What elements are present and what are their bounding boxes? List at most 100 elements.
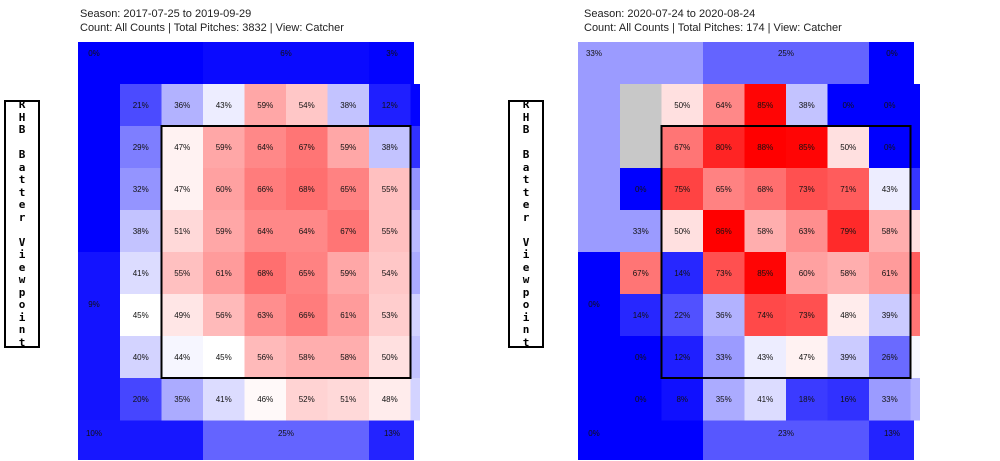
heatmap-cell (827, 252, 870, 295)
heatmap-cell (203, 168, 245, 211)
cell-value-label: 53% (382, 311, 398, 320)
cell-value-label: 35% (716, 395, 732, 404)
heatmap-cell (203, 294, 245, 337)
heatmap-cell (244, 336, 287, 379)
cell-value-label: 40% (133, 353, 149, 362)
cell-value-label: 50% (840, 143, 856, 152)
cell-value-label: 59% (257, 101, 273, 110)
outer-zone-bottom-right (369, 420, 414, 460)
heatmap-cell (869, 336, 911, 379)
heatmap-cell (827, 168, 870, 211)
heatmap-cell (910, 168, 920, 211)
cell-value-label: 18% (799, 395, 815, 404)
heatmap-cell (327, 168, 370, 211)
cell-value-label: 58% (882, 227, 898, 236)
heatmap-cell (161, 252, 204, 295)
cell-value-label: 47% (174, 143, 190, 152)
heatmap-cell (661, 210, 704, 253)
outer-zone-label: 13% (384, 429, 400, 438)
heatmap-cell (869, 168, 911, 211)
heatmap-cell (786, 168, 828, 211)
heatmap-panel-right: Season: 2020-07-24 to 2020-08-24 Count: … (500, 0, 920, 461)
cell-value-label: 0% (635, 185, 647, 194)
heatmap-cell (286, 252, 328, 295)
heatmap-cell (244, 210, 287, 253)
heatmap-cell (786, 294, 828, 337)
cell-value-label: 35% (174, 395, 190, 404)
cell-value-label: 54% (382, 269, 398, 278)
cell-value-label: 36% (174, 101, 190, 110)
heatmap-cell (827, 336, 870, 379)
cell-value-label: 36% (716, 311, 732, 320)
cell-value-label: 67% (299, 143, 315, 152)
outer-zone-left (578, 252, 620, 420)
heatmap-cell (786, 210, 828, 253)
cell-value-label: 59% (340, 143, 356, 152)
heatmap-cell (244, 252, 287, 295)
heatmap-cell (620, 126, 662, 169)
heatmap-cell (744, 168, 787, 211)
heatmap-cell (327, 336, 370, 379)
heatmap-cell (744, 126, 787, 169)
outer-zone-bottom-left (578, 420, 703, 460)
cell-value-label: 65% (716, 185, 732, 194)
heatmap-cell (410, 252, 420, 295)
outer-zone-label: 10% (86, 429, 102, 438)
heatmap-cell (827, 378, 870, 421)
heatmap-cell (410, 294, 420, 337)
cell-value-label: 59% (216, 227, 232, 236)
cell-value-label: 68% (257, 269, 273, 278)
cell-value-label: 86% (716, 227, 732, 236)
heatmap-cell (910, 252, 920, 295)
heatmap-cell (369, 168, 411, 211)
cell-value-label: 50% (674, 101, 690, 110)
cell-value-label: 0% (842, 101, 854, 110)
outer-zone-label: 0% (886, 49, 898, 58)
heatmap-cell (910, 336, 920, 379)
cell-value-label: 52% (299, 395, 315, 404)
heatmap-cell (203, 378, 245, 421)
cell-value-label: 67% (674, 143, 690, 152)
heatmap-cell (203, 336, 245, 379)
heatmap-cell (620, 168, 662, 211)
outer-zone-label: 6% (280, 49, 292, 58)
cell-value-label: 85% (757, 269, 773, 278)
cell-value-label: 58% (757, 227, 773, 236)
heatmap-cell (203, 126, 245, 169)
heatmap-cell (661, 84, 704, 127)
cell-value-label: 12% (674, 353, 690, 362)
heatmap-cell (827, 294, 870, 337)
heatmap-cell (327, 252, 370, 295)
cell-value-label: 54% (299, 101, 315, 110)
cell-value-label: 75% (674, 185, 690, 194)
heatmap-cell (661, 336, 704, 379)
outer-zone-top-center (703, 42, 869, 84)
heatmap-cell (786, 252, 828, 295)
cell-value-label: 55% (382, 227, 398, 236)
cell-value-label: 43% (882, 185, 898, 194)
cell-value-label: 50% (674, 227, 690, 236)
heatmap-cell (744, 378, 787, 421)
heatmap-cell (120, 210, 162, 253)
outer-zone-top-center (203, 42, 369, 84)
heatmap-cell (410, 168, 420, 211)
cell-value-label: 58% (340, 353, 356, 362)
heatmap-cell (910, 126, 920, 169)
outer-zone-label: 9% (88, 300, 100, 309)
heatmap-cell (620, 294, 662, 337)
outer-zone-label: 23% (778, 429, 794, 438)
heatmap-cell (869, 210, 911, 253)
cell-value-label: 21% (133, 101, 149, 110)
cell-value-label: 66% (299, 311, 315, 320)
outer-zone-bottom-center (703, 420, 869, 460)
heatmap-cell (286, 168, 328, 211)
season-title: Season: 2017-07-25 to 2019-09-29 (80, 8, 252, 20)
heatmap-cell (161, 210, 204, 253)
cell-value-label: 60% (799, 269, 815, 278)
heatmap-cell (327, 378, 370, 421)
outer-zone-bottom-left (78, 420, 203, 460)
cell-value-label: 49% (174, 311, 190, 320)
cell-value-label: 85% (799, 143, 815, 152)
